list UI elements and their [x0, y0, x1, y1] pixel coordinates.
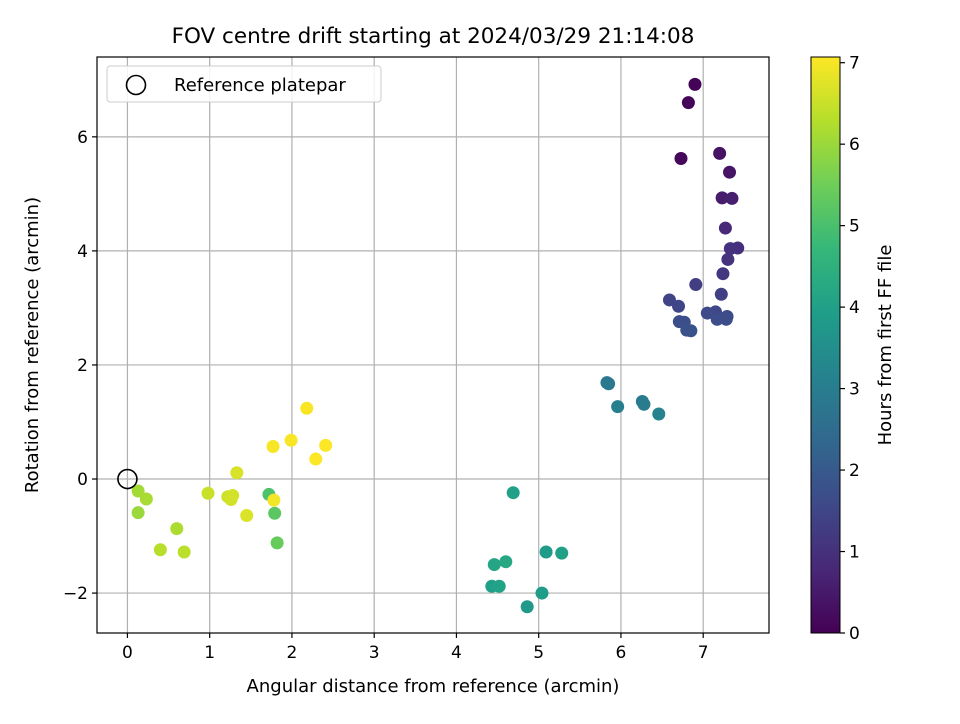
data-point — [499, 555, 513, 569]
legend-label-reference: Reference platepar — [174, 75, 346, 96]
legend-box — [106, 65, 382, 103]
data-point — [713, 146, 727, 160]
y-tick-label: 4 — [77, 242, 88, 262]
data-point — [131, 506, 145, 520]
data-point — [714, 287, 728, 301]
data-point — [688, 77, 702, 91]
legend-marker-reference — [125, 74, 147, 96]
data-point — [637, 397, 651, 411]
colorbar-tick-label: 3 — [849, 380, 860, 400]
y-tick-label: 2 — [77, 356, 88, 376]
data-point — [700, 306, 714, 320]
plot-frame — [96, 56, 770, 634]
y-tick-label: 0 — [77, 470, 88, 490]
x-tick-label: 7 — [698, 643, 709, 663]
data-point — [270, 536, 284, 550]
data-point — [539, 545, 553, 559]
colorbar: 0 1 2 3 4 5 6 7 Hours from first FF file — [810, 54, 896, 644]
data-point — [492, 579, 506, 593]
y-tick-label: −2 — [63, 584, 88, 604]
colorbar-tick-label: 2 — [849, 461, 860, 481]
data-point — [723, 165, 737, 179]
x-tick-label: 6 — [616, 643, 627, 663]
x-axis-label: Angular distance from reference (arcmin) — [247, 676, 620, 697]
data-point — [555, 546, 569, 560]
data-point — [201, 486, 215, 500]
data-point — [535, 586, 549, 600]
data-point — [652, 407, 666, 421]
data-point — [309, 452, 323, 466]
data-point — [224, 493, 238, 507]
x-axis-ticks: 0 1 2 3 4 5 6 7 — [122, 633, 709, 663]
data-point — [716, 267, 730, 281]
chart-title: FOV centre drift starting at 2024/03/29 … — [172, 24, 695, 49]
data-point — [267, 493, 281, 507]
colorbar-ticks: 0 1 2 3 4 5 6 7 — [840, 54, 860, 644]
data-point — [266, 440, 280, 454]
data-point — [689, 278, 703, 292]
data-point — [319, 438, 333, 452]
data-point — [506, 486, 520, 500]
x-tick-label: 1 — [204, 643, 215, 663]
colorbar-tick-label: 6 — [849, 135, 860, 155]
data-point — [230, 466, 244, 480]
legend: Reference platepar — [106, 65, 382, 103]
data-point — [602, 377, 616, 391]
x-tick-label: 2 — [287, 643, 298, 663]
x-tick-label: 3 — [369, 643, 380, 663]
data-point — [710, 312, 724, 326]
data-point — [268, 506, 282, 520]
data-point — [139, 492, 153, 506]
data-point — [662, 293, 676, 307]
colorbar-label: Hours from first FF file — [875, 245, 896, 446]
reference-platepar-marker — [117, 468, 138, 490]
data-point — [723, 242, 737, 256]
data-point — [718, 221, 732, 235]
colorbar-tick-label: 5 — [849, 217, 860, 237]
y-tick-label: 6 — [77, 128, 88, 148]
x-tick-label: 0 — [122, 643, 133, 663]
data-point — [520, 600, 534, 614]
colorbar-tick-label: 4 — [849, 298, 860, 318]
data-point — [672, 299, 686, 313]
data-point — [674, 152, 688, 166]
grid-lines — [97, 57, 769, 633]
y-axis-label: Rotation from reference (arcmin) — [22, 197, 43, 493]
data-point — [684, 324, 698, 338]
data-point — [725, 191, 739, 205]
colorbar-tick-label: 7 — [849, 54, 860, 74]
x-tick-label: 4 — [451, 643, 462, 663]
colorbar-tick-label: 0 — [849, 624, 860, 644]
data-point — [177, 545, 191, 559]
data-point — [170, 522, 184, 536]
colorbar-tick-label: 1 — [849, 543, 860, 563]
data-points — [131, 77, 745, 614]
data-point — [681, 96, 695, 110]
data-point — [240, 509, 254, 523]
data-point — [719, 312, 733, 326]
data-point — [487, 558, 501, 572]
data-point — [715, 191, 729, 205]
data-point — [284, 433, 298, 447]
data-point — [131, 484, 145, 498]
data-point — [721, 252, 735, 266]
colorbar-gradient — [810, 56, 841, 634]
y-axis-ticks: −2 0 2 4 6 — [63, 128, 97, 604]
data-point — [611, 400, 625, 414]
data-point — [153, 543, 167, 557]
data-point — [300, 401, 314, 415]
x-tick-label: 5 — [533, 643, 544, 663]
